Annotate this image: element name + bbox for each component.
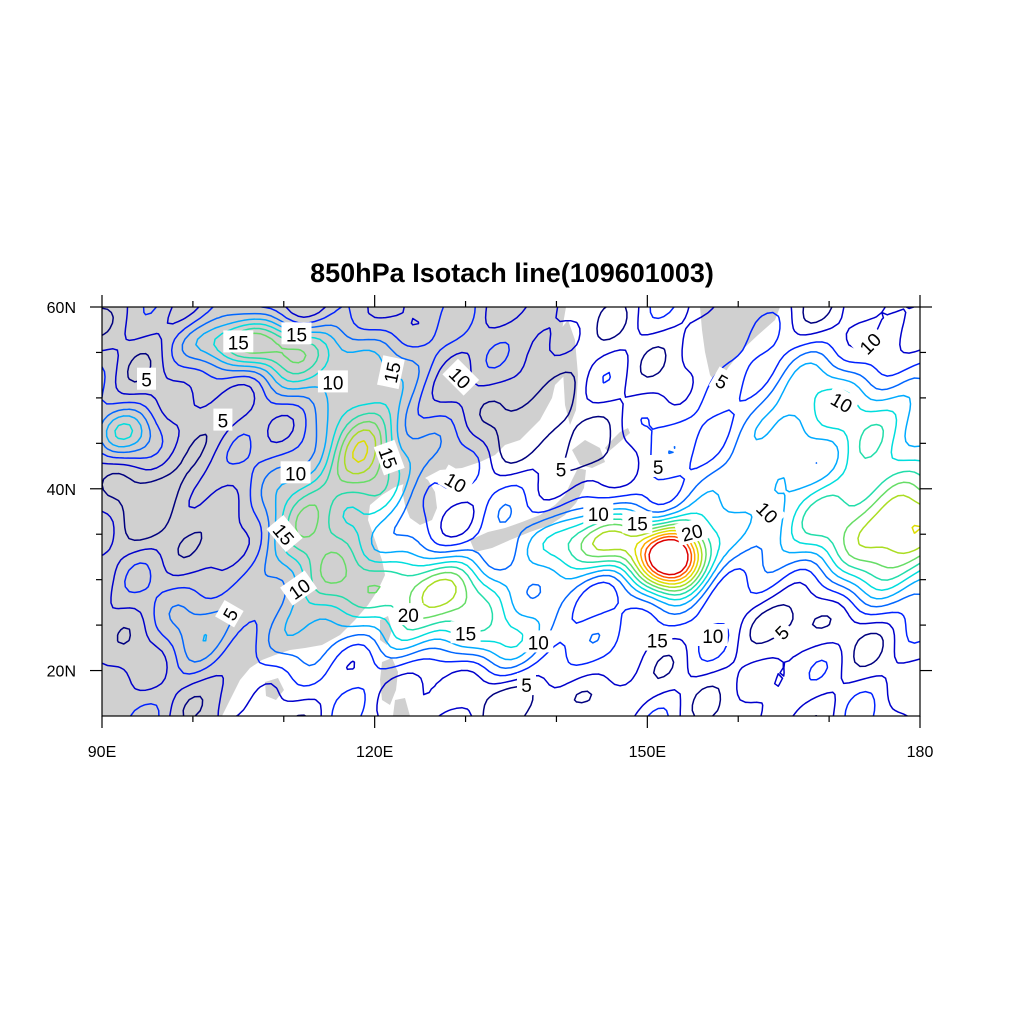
contour-label: 5	[766, 617, 796, 647]
contour-label: 5	[137, 367, 156, 392]
y-tick-label: 20N	[47, 664, 76, 681]
contour-label: 5	[517, 673, 536, 697]
contour-label-text: 15	[286, 325, 307, 346]
contour-label-background	[373, 439, 405, 476]
contour-label: 10	[523, 630, 554, 654]
contour-label-background	[823, 384, 861, 419]
contour-label: 15	[373, 439, 405, 476]
contour-label-background	[281, 322, 312, 345]
contour-line-level-3	[102, 307, 920, 716]
contour-label-background	[648, 455, 668, 477]
axis-tick-labels: 90E 120E 150E 180 20N 40N 60N	[47, 300, 934, 761]
chart-title: 850hPa Isotach line(109601003)	[310, 258, 714, 288]
contour-label: 15	[281, 322, 312, 346]
contour-label: 10	[280, 461, 311, 485]
contour-label-background	[749, 493, 787, 531]
contour-label-background	[137, 367, 156, 390]
contour-label-background	[213, 408, 233, 431]
contour-label: 15	[642, 628, 673, 653]
contour-label-background	[377, 355, 405, 390]
contour-label-background	[215, 599, 244, 628]
contour-label-background	[442, 358, 480, 396]
contour-label: 20	[393, 603, 424, 627]
contour-line-level-2	[102, 307, 920, 716]
contour-label-text: 20	[398, 606, 419, 627]
contour-label-text: 10	[285, 464, 306, 485]
contour-line-level-1	[102, 307, 884, 716]
contour-label: 10	[697, 624, 728, 648]
contour-label-text: 5	[556, 461, 567, 482]
contour-line-level-9	[343, 429, 920, 608]
contour-label-background	[517, 673, 536, 696]
contour-label-text: 5	[218, 412, 229, 433]
contour-label-background	[393, 603, 424, 626]
contour-label-text: 10	[528, 633, 549, 654]
land-japan-honshu	[470, 468, 586, 552]
contour-label-background	[697, 624, 728, 646]
contour-label-text: 15	[647, 632, 668, 653]
x-tick-label: 180	[907, 744, 934, 761]
x-tick-label: 90E	[88, 744, 116, 761]
contour-label: 10	[583, 502, 614, 526]
contour-label-background	[708, 366, 737, 395]
contour-label-background	[450, 621, 481, 644]
axis-ticks	[90, 295, 932, 728]
land-philippines-south	[393, 698, 410, 716]
contour-label: 5	[648, 455, 668, 479]
contour-label: 20	[674, 516, 709, 547]
contour-label: 15	[223, 330, 254, 354]
contour-label-text: 10	[588, 505, 609, 526]
contour-label-background	[850, 324, 888, 362]
contour-label-background	[622, 511, 653, 534]
contour-label-background	[674, 516, 709, 546]
contour-label: 15	[377, 355, 406, 390]
contour-label: 5	[215, 599, 244, 628]
contour-label-background	[223, 330, 254, 353]
x-tick-label: 150E	[629, 744, 666, 761]
contour-label-background	[266, 514, 303, 553]
contour-label-background	[280, 570, 318, 606]
contour-label: 15	[622, 511, 653, 535]
y-tick-label: 60N	[47, 300, 76, 317]
contour-label-background	[766, 617, 796, 647]
contour-line-level-12	[644, 535, 693, 579]
contour-label-text: 5	[141, 371, 152, 392]
y-tick-label: 40N	[47, 482, 76, 499]
contour-label-background	[642, 628, 673, 651]
x-tick-label: 120E	[356, 744, 393, 761]
contour-label-background	[551, 457, 571, 480]
contour-label-text: 15	[455, 624, 476, 645]
contour-label-background	[523, 630, 554, 653]
contour-label: 5	[708, 366, 737, 395]
contour-label-background	[583, 502, 614, 525]
contour-line-level-6	[114, 323, 920, 649]
contour-label-text: 10	[322, 373, 343, 394]
contour-label-text: 15	[627, 514, 648, 535]
contour-label-background	[317, 370, 348, 393]
land-kamchatka	[700, 307, 780, 385]
contour-label-background	[280, 461, 311, 484]
contour-label: 5	[551, 457, 571, 482]
contour-label-text: 5	[653, 458, 664, 479]
contour-label-text: 5	[521, 676, 532, 697]
contour-label: 15	[450, 621, 481, 645]
contour-label-text: 15	[381, 360, 406, 385]
map-frame	[101, 306, 921, 717]
contour-label-text: 15	[228, 333, 249, 354]
contour-label: 5	[213, 408, 233, 433]
contour-label: 10	[317, 370, 348, 394]
land-korea	[402, 473, 437, 525]
contour-label-text: 10	[702, 627, 723, 648]
contour-label-background	[437, 464, 475, 499]
